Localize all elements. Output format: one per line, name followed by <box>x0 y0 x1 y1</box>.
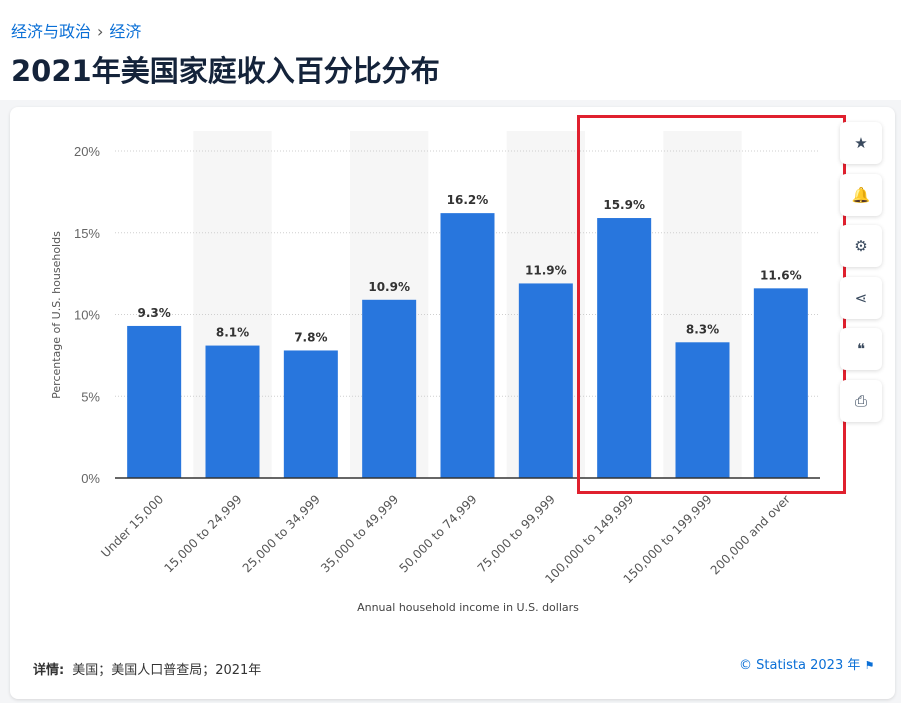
share-icon: ⋖ <box>854 288 868 307</box>
bar <box>362 299 417 478</box>
details: 详情: 美国；美国人口普查局；2021年 <box>33 659 261 678</box>
x-tick-label: 25,000 to 34,999 <box>240 492 323 575</box>
highlight-box <box>577 115 846 494</box>
y-axis-title: Percentage of U.S. households <box>50 231 63 399</box>
bar <box>127 325 182 478</box>
flag-icon[interactable]: ⚑ <box>864 659 875 672</box>
breadcrumb-separator: › <box>97 22 104 41</box>
data-label: 15.9% <box>603 198 645 212</box>
credit-text: © Statista 2023 年 <box>739 658 861 673</box>
bar <box>753 288 808 478</box>
y-tick-label: 10% <box>74 308 100 323</box>
bar <box>440 213 495 478</box>
x-axis-title: Annual household income in U.S. dollars <box>357 601 579 614</box>
y-tick-label: 15% <box>74 226 100 241</box>
data-label: 8.1% <box>216 326 249 340</box>
data-label: 16.2% <box>447 193 489 207</box>
statista-credit[interactable]: © Statista 2023 年 ⚑ <box>739 654 874 673</box>
data-label: 8.3% <box>686 322 719 336</box>
details-text: 美国；美国人口普查局；2021年 <box>72 663 262 678</box>
breadcrumb: 经济与政治 › 经济 <box>11 18 141 42</box>
header: 经济与政治 › 经济 2021年美国家庭收入百分比分布 <box>0 0 901 100</box>
quote-button[interactable]: ❝ <box>840 328 882 370</box>
bell-icon: 🔔 <box>851 185 871 204</box>
gear-icon: ⚙ <box>854 237 868 255</box>
data-label: 10.9% <box>368 280 410 294</box>
x-tick-label: 200,000 and over <box>708 492 793 577</box>
data-label: 11.6% <box>760 268 802 282</box>
data-label: 11.9% <box>525 263 567 277</box>
bar <box>205 345 260 478</box>
y-tick-label: 0% <box>81 471 100 486</box>
data-label: 9.3% <box>138 306 171 320</box>
bar <box>675 342 730 478</box>
x-tick-label: 50,000 to 74,999 <box>396 492 479 575</box>
x-tick-label: 100,000 to 149,999 <box>542 492 636 586</box>
print-button[interactable]: ⎙ <box>840 379 882 422</box>
star-icon: ★ <box>854 134 868 152</box>
x-tick-label: 15,000 to 24,999 <box>161 492 244 575</box>
details-label: 详情: <box>33 663 65 678</box>
x-tick-label: Under 15,000 <box>98 492 166 560</box>
print-icon: ⎙ <box>854 391 867 410</box>
quote-icon: ❝ <box>856 340 866 358</box>
gear-button[interactable]: ⚙ <box>840 225 882 267</box>
bar <box>597 218 652 478</box>
y-tick-label: 20% <box>74 144 100 159</box>
x-tick-label: 35,000 to 49,999 <box>318 492 401 575</box>
y-tick-label: 5% <box>81 389 100 404</box>
bell-button[interactable]: 🔔 <box>840 173 882 216</box>
breadcrumb-link-economy[interactable]: 经济 <box>109 22 142 41</box>
bar <box>518 283 573 478</box>
page-title: 2021年美国家庭收入百分比分布 <box>11 54 440 88</box>
bar <box>283 350 338 478</box>
share-button[interactable]: ⋖ <box>840 276 882 319</box>
breadcrumb-link-economy-politics[interactable]: 经济与政治 <box>11 22 92 41</box>
x-tick-label: 75,000 to 99,999 <box>475 492 558 575</box>
star-button[interactable]: ★ <box>840 122 882 164</box>
data-label: 7.8% <box>294 330 327 344</box>
x-tick-label: 150,000 to 199,999 <box>621 492 715 586</box>
